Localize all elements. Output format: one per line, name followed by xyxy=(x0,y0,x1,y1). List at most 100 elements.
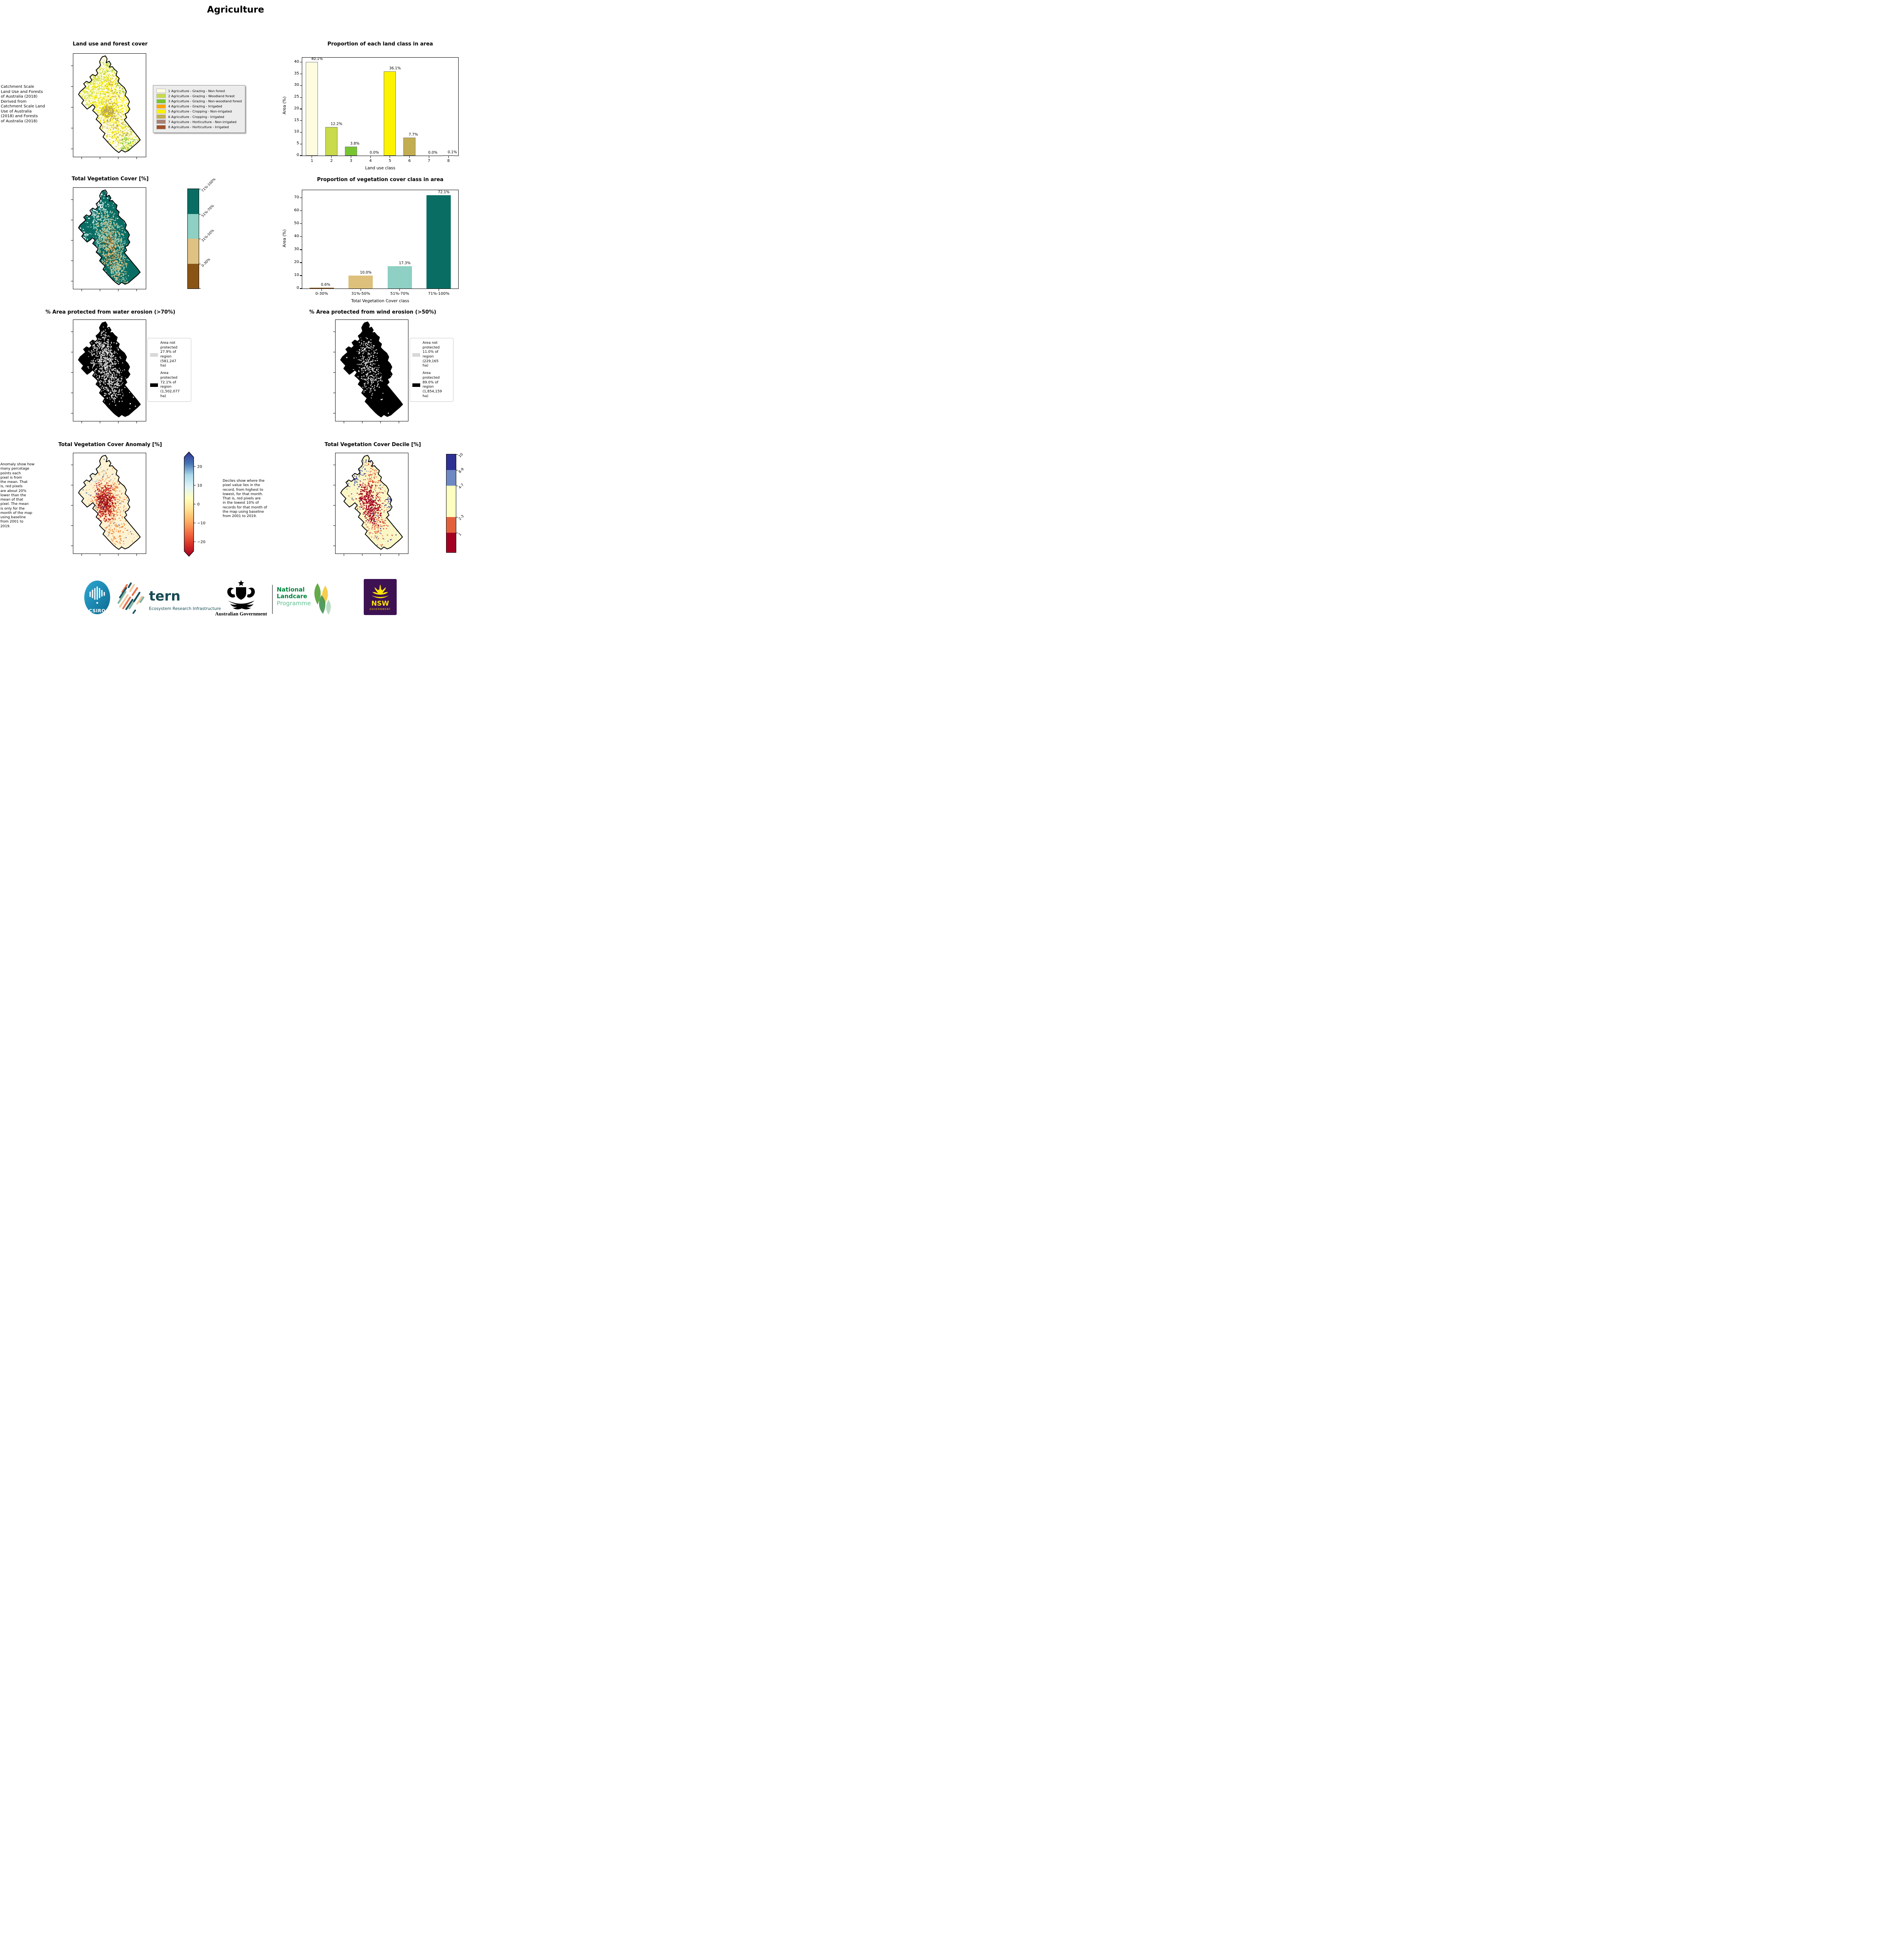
y-axis-label: Area (%) xyxy=(282,96,287,114)
land-class-chart-title: Proportion of each land class in area xyxy=(327,41,433,47)
colorbar-segment xyxy=(188,263,199,289)
x-tick-label: 7 xyxy=(428,159,430,163)
y-tick-label: 60 xyxy=(294,208,299,212)
y-tick-label: 50 xyxy=(294,221,299,225)
colorbar-segment xyxy=(188,239,199,264)
bar-value-label: 0.1% xyxy=(448,150,457,155)
colorbar-segment xyxy=(446,486,456,517)
colorbar-tick-label: −10 xyxy=(197,521,205,526)
colorbar-segment xyxy=(446,533,456,552)
australian-government-logo: Australian Government xyxy=(215,580,267,617)
water-erosion-map xyxy=(71,319,146,423)
legend-label: 4 Agriculture - Grazing - Irrigated xyxy=(168,104,222,109)
nsw-government-logo: NSW GOVERNMENT xyxy=(364,579,397,615)
csiro-logo: CSIRO xyxy=(84,581,110,614)
bar xyxy=(442,155,455,156)
tern-logo: tern Ecosystem Research Infrastructure xyxy=(117,582,221,614)
bar-value-label: 72.1% xyxy=(438,190,450,194)
bar-value-label: 10.0% xyxy=(360,270,372,275)
bar-value-label: 12.2% xyxy=(330,122,343,127)
y-tick-label: 0 xyxy=(296,286,299,290)
colorbar-label: 51%-70% xyxy=(201,203,215,218)
x-tick-label: 2 xyxy=(330,159,333,163)
legend-label: Area protected 89.0% of region (1,854,15… xyxy=(423,371,442,398)
colorbar-label: 71%-100% xyxy=(201,177,217,193)
csiro-wordmark: CSIRO xyxy=(89,608,105,613)
bar-value-label: 40.1% xyxy=(311,57,323,62)
nsw-wordmark: NSW xyxy=(371,600,389,608)
anomaly-map xyxy=(71,453,146,556)
x-axis-label: Land use class xyxy=(365,166,396,171)
wind-erosion-legend: Area not protected 11.0% of region (229,… xyxy=(410,338,454,402)
colorbar-segment xyxy=(446,517,456,533)
legend-swatch xyxy=(156,109,166,114)
legend-label: 2 Agriculture - Grazing - Woodland fores… xyxy=(168,94,235,98)
y-tick-label: 40 xyxy=(294,234,299,238)
y-tick-label: 35 xyxy=(294,71,299,76)
bar-value-label: 3.8% xyxy=(350,142,359,146)
bar-value-label: 17.3% xyxy=(399,261,411,265)
legend-swatch xyxy=(156,94,166,98)
x-tick xyxy=(409,156,410,158)
x-tick-label: 71%-100% xyxy=(428,292,450,296)
y-tick-label: 5 xyxy=(296,141,299,146)
x-tick xyxy=(321,289,322,291)
csiro-wave-icon xyxy=(89,586,105,604)
colorbar-label: 2-3 xyxy=(458,514,465,521)
y-tick-label: 30 xyxy=(294,247,299,251)
y-tick xyxy=(300,120,302,121)
landcare-line2: Landcare xyxy=(277,593,307,600)
legend-label: Area not protected 11.0% of region (229,… xyxy=(423,341,440,368)
legend-item: Area protected 89.0% of region (1,854,15… xyxy=(412,371,451,399)
landcare-leaves-icon xyxy=(314,583,331,615)
landuse-legend-item: 5 Agriculture - Cropping - Non-irrigated xyxy=(156,109,242,114)
y-tick xyxy=(300,288,302,289)
y-tick xyxy=(300,155,302,156)
footer-divider xyxy=(272,585,273,614)
wind-erosion-title: % Area protected from wind erosion (>50%… xyxy=(309,309,436,315)
y-tick-label: 10 xyxy=(294,129,299,134)
wind-erosion-map xyxy=(333,319,408,423)
y-tick xyxy=(300,262,302,263)
x-tick-label: 6 xyxy=(408,159,411,163)
legend-label: 3 Agriculture - Grazing - Non-woodland f… xyxy=(168,99,242,103)
y-tick-label: 70 xyxy=(294,195,299,200)
legend-swatch xyxy=(156,99,166,103)
legend-swatch xyxy=(156,114,166,119)
landuse-legend-item: 7 Agriculture - Horticulture - Non-irrig… xyxy=(156,120,242,124)
landuse-legend-item: 4 Agriculture - Grazing - Irrigated xyxy=(156,104,242,109)
legend-swatch xyxy=(156,120,166,124)
bar xyxy=(403,138,416,156)
x-tick xyxy=(370,156,371,158)
bar xyxy=(309,288,334,289)
coat-of-arms-icon xyxy=(227,580,255,610)
legend-swatch xyxy=(156,125,166,129)
x-tick xyxy=(331,156,332,158)
veg-class-chart: 0 10 20 30 40 50 60 70 0-30% 0.6% 31%-50% 10.0% 51%-… xyxy=(282,190,459,303)
colorbar-label: 1 xyxy=(458,532,463,537)
colorbar-tick-label: 20 xyxy=(197,465,202,469)
colorbar-label: 31%-50% xyxy=(201,229,215,243)
x-tick-label: 31%-50% xyxy=(351,292,370,296)
bar xyxy=(384,71,396,156)
y-axis-label: Area (%) xyxy=(282,229,287,247)
y-tick-label: 0 xyxy=(296,153,299,157)
legend-item: Area not protected 27.9% of region (581,… xyxy=(150,341,189,368)
bar xyxy=(348,275,373,289)
decile-map-title: Total Vegetation Cover Decile [%] xyxy=(325,442,421,448)
legend-item: Area protected 72.1% of region (1,502,07… xyxy=(150,371,189,399)
x-tick-label: 4 xyxy=(369,159,372,163)
bar-value-label: 0.0% xyxy=(370,151,379,155)
bar xyxy=(306,62,318,156)
landuse-map-title: Land use and forest cover xyxy=(73,41,148,47)
x-tick-label: 51%-70% xyxy=(390,292,409,296)
landcare-line3: Programme xyxy=(277,599,311,607)
bar-value-label: 0.6% xyxy=(321,283,330,287)
y-tick-label: 10 xyxy=(294,272,299,277)
anomaly-colorbar: 20 10 0 −10 −20 xyxy=(184,452,205,557)
colorbar-tick xyxy=(456,454,458,455)
decile-map xyxy=(333,453,408,556)
y-tick-label: 20 xyxy=(294,260,299,264)
x-tick-label: 3 xyxy=(350,159,352,163)
y-tick xyxy=(300,223,302,224)
